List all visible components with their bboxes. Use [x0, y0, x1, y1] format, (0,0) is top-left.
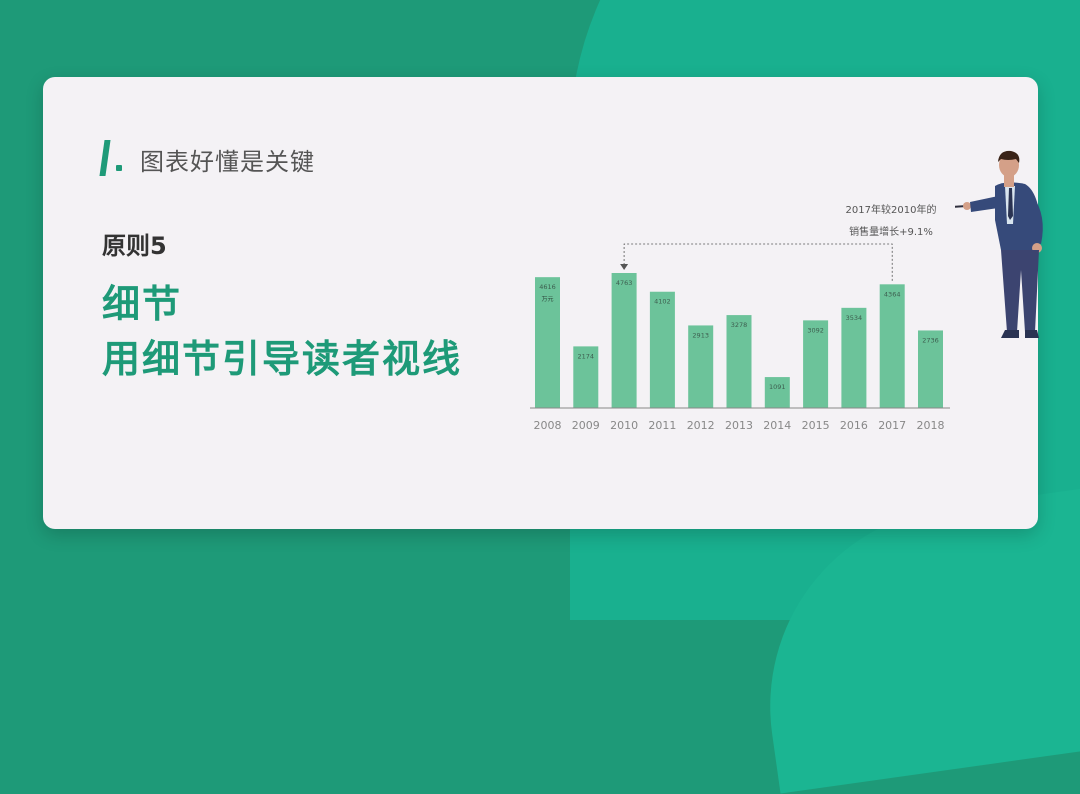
bar-2011 — [649, 291, 675, 408]
pointer-hand — [963, 202, 971, 210]
value-label-2013: 3278 — [731, 321, 748, 329]
bar-2018 — [918, 330, 943, 408]
presenter-figure — [955, 150, 1043, 338]
value-label-2017: 4364 — [884, 290, 901, 298]
bar-2015 — [803, 320, 829, 408]
x-tick-2017: 2017 — [878, 419, 906, 432]
section-dot — [116, 165, 122, 171]
bar-2013 — [726, 315, 752, 408]
annotation-line2: 销售量增长+9.1% — [849, 227, 933, 238]
bar-2012 — [688, 325, 714, 408]
annotation-line1: 2017年较2010年的 — [845, 205, 937, 216]
comparison-arrowhead — [620, 264, 629, 270]
x-tick-2015: 2015 — [802, 419, 830, 432]
principle-label: 原则5 — [102, 232, 167, 260]
bar-chart: 4616 万元 2008 2174 2009 4763 2010 4102 2011 2913 20… — [530, 243, 950, 432]
headline-line1: 细节 — [102, 282, 183, 326]
bar-2008 — [535, 277, 560, 408]
presenter-tie — [1008, 188, 1013, 220]
value-label-2015: 3092 — [807, 326, 824, 334]
bars-group: 4616 万元 2008 2174 2009 4763 2010 4102 2011 2913 20… — [534, 273, 945, 432]
bar-2016 — [841, 307, 867, 408]
unit-label: 万元 — [541, 296, 553, 303]
x-tick-2009: 2009 — [572, 419, 600, 432]
bar-2014 — [764, 377, 790, 408]
x-tick-2011: 2011 — [648, 419, 676, 432]
x-tick-2012: 2012 — [687, 419, 715, 432]
presenter-legs — [1001, 250, 1039, 332]
value-label-2018: 2736 — [922, 336, 939, 344]
headline-line2: 用细节引导读者视线 — [102, 337, 463, 381]
value-label-2014: 1091 — [769, 383, 786, 391]
value-label-2009: 2174 — [578, 352, 595, 360]
section-title: 图表好懂是关键 — [140, 148, 315, 176]
x-tick-2010: 2010 — [610, 419, 638, 432]
value-label-2011: 4102 — [654, 298, 671, 306]
value-label-2008: 4616 — [539, 283, 556, 291]
value-label-2012: 2913 — [692, 331, 709, 339]
x-tick-2013: 2013 — [725, 419, 753, 432]
presenter-neck — [1004, 174, 1014, 187]
x-tick-2014: 2014 — [763, 419, 791, 432]
comparison-connector — [620, 243, 893, 283]
x-tick-2008: 2008 — [534, 419, 562, 432]
bar-2010 — [611, 273, 637, 408]
value-label-2016: 3534 — [846, 314, 863, 322]
presenter-hair — [998, 150, 1020, 163]
bar-2017 — [879, 284, 905, 408]
bar-2009 — [573, 346, 599, 408]
presenter-shoe-right — [1025, 330, 1039, 338]
presenter-shoe-left — [1001, 330, 1019, 338]
presenter-right-arm — [1027, 196, 1043, 244]
x-tick-2018: 2018 — [917, 419, 945, 432]
value-label-2010: 4763 — [616, 279, 633, 287]
comparison-dashed-line — [623, 243, 893, 283]
x-tick-2016: 2016 — [840, 419, 868, 432]
